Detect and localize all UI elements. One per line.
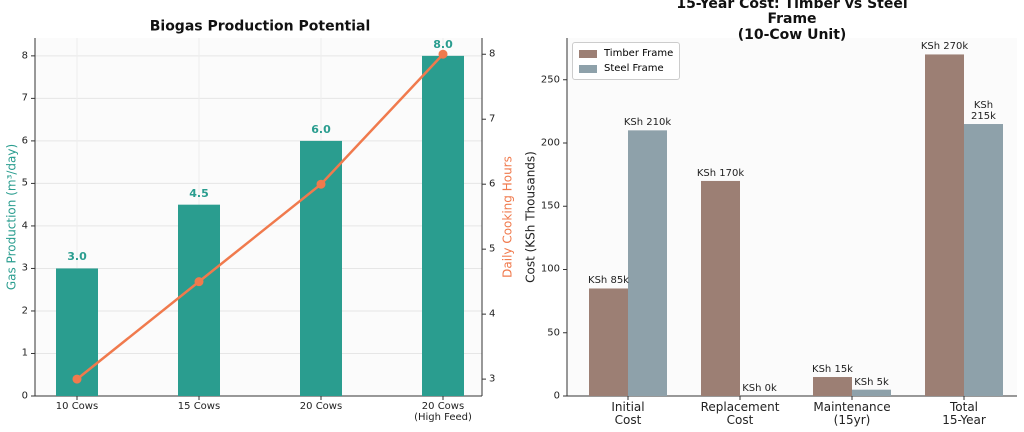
y-tick-label: 4 bbox=[21, 220, 28, 232]
x-tick-label: Total 15-Year bbox=[942, 400, 986, 428]
bar bbox=[422, 55, 464, 396]
plot-bg bbox=[35, 38, 482, 396]
x-tick-label: Maintenance (15yr) bbox=[813, 400, 891, 428]
x-tick-label: Initial Cost bbox=[611, 400, 645, 428]
y-tick-label: 2 bbox=[21, 305, 28, 317]
value-label: 8.0 bbox=[433, 37, 453, 51]
y2-tick-label: 5 bbox=[489, 243, 496, 255]
bar bbox=[964, 124, 1003, 396]
y-tick-label: 0 bbox=[21, 390, 28, 402]
value-label: KSh 170k bbox=[696, 167, 745, 179]
y2-tick-label: 3 bbox=[489, 373, 496, 385]
value-label: KSh 270k bbox=[920, 41, 969, 53]
value-label: KSh 5k bbox=[854, 376, 889, 388]
y-tick-label: 0 bbox=[553, 390, 560, 402]
bar bbox=[178, 204, 220, 396]
y-tick-label: 6 bbox=[21, 135, 28, 147]
line-marker bbox=[438, 49, 448, 59]
y-tick-label: 1 bbox=[21, 347, 28, 359]
y-tick-label: 3 bbox=[21, 262, 28, 274]
value-label: KSh 215k bbox=[971, 100, 996, 123]
x-tick-label: 20 Cows bbox=[299, 401, 343, 412]
bar bbox=[925, 54, 964, 397]
bar bbox=[813, 377, 852, 396]
y-tick-label: 250 bbox=[540, 74, 560, 86]
bar bbox=[589, 288, 628, 396]
y2-tick-label: 8 bbox=[489, 48, 496, 60]
bar bbox=[852, 389, 891, 396]
y-tick-label: 150 bbox=[540, 200, 560, 212]
legend-label: Steel Frame bbox=[604, 63, 664, 74]
legend-label: Timber Frame bbox=[604, 48, 674, 59]
y2-tick-label: 7 bbox=[489, 113, 496, 125]
legend-swatch bbox=[579, 49, 597, 58]
bar bbox=[701, 180, 740, 396]
y2-axis-label: Daily Cooking Hours bbox=[500, 156, 515, 278]
x-tick-label: 20 Cows (High Feed) bbox=[414, 401, 472, 423]
y2-tick-label: 6 bbox=[489, 178, 496, 190]
line-marker bbox=[72, 374, 82, 384]
legend: Timber Frame Steel Frame bbox=[572, 42, 681, 80]
value-label: 3.0 bbox=[67, 250, 87, 264]
y-tick-label: 200 bbox=[540, 137, 560, 149]
legend-swatch bbox=[579, 64, 597, 73]
value-label: KSh 15k bbox=[812, 364, 853, 376]
chart-title: Biogas Production Potential bbox=[149, 18, 371, 35]
line-marker bbox=[194, 277, 204, 287]
value-label: KSh 85k bbox=[588, 275, 629, 287]
bar bbox=[300, 140, 342, 396]
line-marker bbox=[316, 179, 326, 189]
y-tick-label: 50 bbox=[547, 327, 560, 339]
bar bbox=[628, 130, 667, 396]
y-tick-label: 100 bbox=[540, 263, 560, 275]
value-label: 4.5 bbox=[189, 186, 209, 200]
legend-entry: Steel Frame bbox=[579, 61, 673, 76]
x-tick-label: 15 Cows bbox=[177, 401, 221, 412]
y2-tick-label: 4 bbox=[489, 308, 496, 320]
value-label: KSh 210k bbox=[623, 117, 672, 129]
value-label: KSh 0k bbox=[742, 383, 777, 394]
y-tick-label: 5 bbox=[21, 177, 28, 189]
legend-entry: Timber Frame bbox=[579, 46, 673, 61]
x-tick-label: Replacement Cost bbox=[700, 400, 780, 428]
value-label: 6.0 bbox=[311, 122, 331, 136]
line bbox=[76, 53, 444, 381]
y-tick-label: 8 bbox=[21, 50, 28, 62]
y-tick-label: 7 bbox=[21, 92, 28, 104]
y-axis-label: Gas Production (m³/day) bbox=[4, 143, 19, 291]
y-axis-label: Cost (KSh Thousands) bbox=[523, 151, 538, 283]
x-tick-label: 10 Cows bbox=[55, 401, 99, 412]
chart-title: 15-Year Cost: Timber vs Steel Frame (10-… bbox=[676, 0, 908, 43]
